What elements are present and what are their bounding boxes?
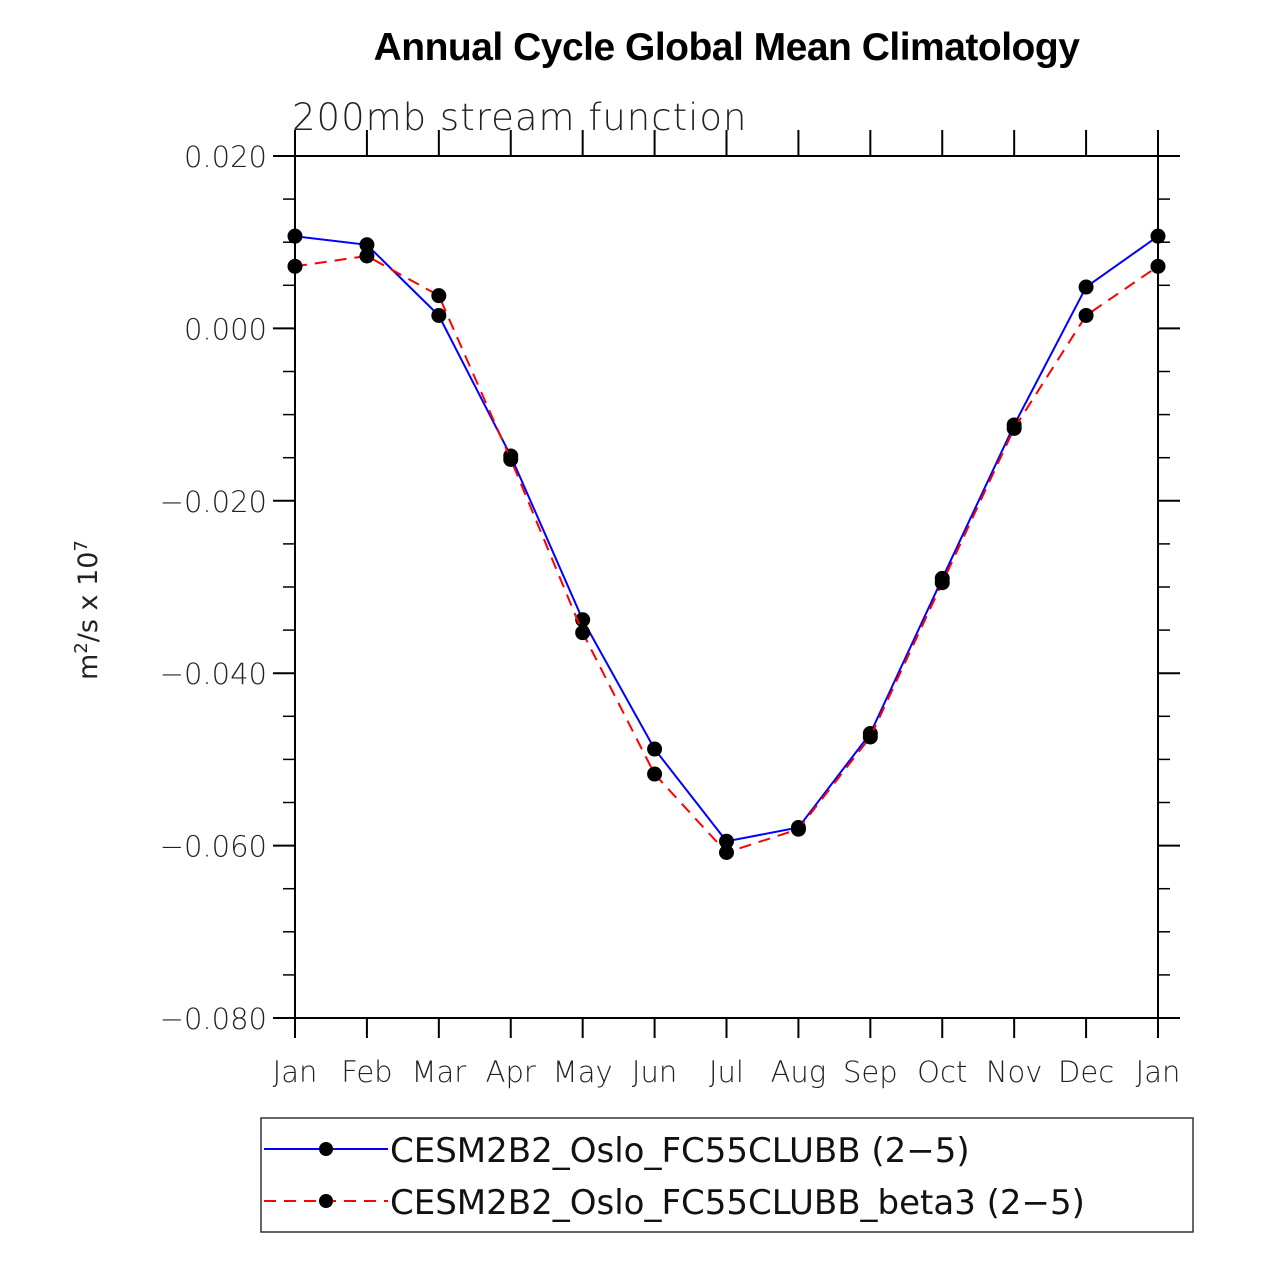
x-tick-label: Nov [986,1055,1043,1089]
data-point [1150,228,1166,244]
legend-label-series-1: CESM2B2_Oslo_FC55CLUBB (2−5) [390,1131,970,1171]
data-point [287,228,303,244]
legend-marker-series-2 [319,1194,333,1208]
data-point [359,237,375,253]
series-layer [287,228,1166,860]
data-point [647,766,663,782]
chart-subtitle: 200mb stream function [292,96,747,139]
data-point [431,307,447,323]
axis-ticks [273,130,1180,1038]
legend-marker-series-1 [319,1142,333,1156]
data-point [934,575,950,591]
x-tick-label: Oct [917,1055,967,1089]
y-tick-label: −0.020 [160,485,267,519]
data-point [503,451,519,467]
y-tick-labels: 0.020 0.000 −0.020 −0.040 −0.060 −0.080 [160,140,267,1036]
y-tick-label: 0.020 [184,140,267,174]
y-tick-label: 0.000 [184,312,267,346]
series-line-1 [294,235,1159,843]
x-tick-label: Apr [486,1055,536,1089]
data-point [431,288,447,304]
data-point [287,258,303,274]
plot-border [294,155,1159,1019]
data-point [1006,420,1022,436]
data-point [647,741,663,757]
legend-label-series-2: CESM2B2_Oslo_FC55CLUBB_beta3 (2−5) [390,1183,1085,1223]
data-point [719,844,734,860]
legend-box [260,1117,1194,1233]
y-tick-label: −0.060 [160,830,267,864]
series-1 [287,228,1166,849]
x-tick-label: Dec [1058,1055,1114,1089]
data-point [575,625,591,641]
x-tick-labels: Jan Feb Mar Apr May Jun Jul Aug Sep Oct Nov Dec Jan [273,1055,1181,1089]
legend: CESM2B2_Oslo_FC55CLUBB (2−5) CESM2B2_Osl… [260,1117,1194,1233]
data-point [1078,307,1094,323]
x-tick-label: Aug [771,1055,827,1089]
chart-title: Annual Cycle Global Mean Climatology [373,26,1080,69]
x-tick-label: Jul [709,1055,744,1089]
data-point [790,821,806,837]
y-axis-label: m2/s x 107 [71,540,104,680]
x-tick-label: Sep [843,1055,898,1089]
x-tick-label: Mar [411,1055,466,1089]
x-tick-label: May [553,1055,613,1089]
series-line-2 [294,254,1159,854]
data-point [719,833,734,849]
series-2 [287,248,1166,860]
data-point [862,729,878,745]
data-point [1150,258,1166,274]
x-tick-label: Jun [632,1055,677,1089]
x-tick-label: Feb [341,1055,392,1089]
x-tick-label: Jan [1136,1055,1181,1089]
y-tick-label: −0.080 [160,1002,267,1036]
y-tick-label: −0.040 [160,657,267,691]
x-tick-label: Jan [273,1055,318,1089]
data-point [359,248,375,264]
data-point [1078,279,1094,295]
